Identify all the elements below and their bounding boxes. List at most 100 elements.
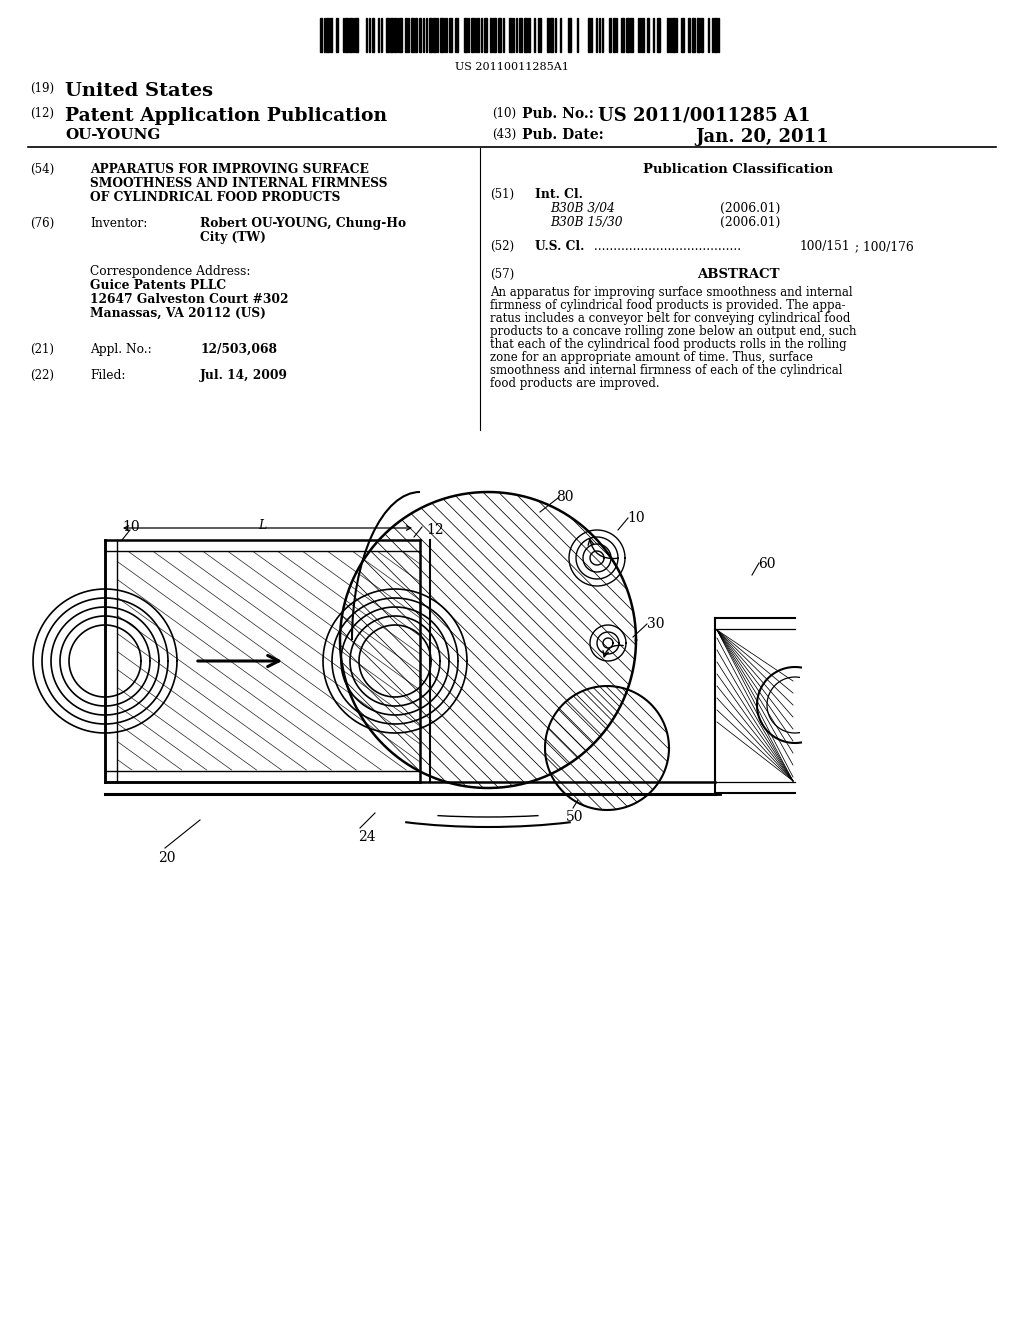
Bar (647, 18, 649, 51)
Text: City (TW): City (TW) (200, 231, 266, 244)
Bar (550, 18, 553, 51)
Bar (524, 18, 527, 51)
Text: that each of the cylindrical food products rolls in the rolling: that each of the cylindrical food produc… (490, 338, 847, 351)
Text: Guice Patents PLLC: Guice Patents PLLC (90, 279, 226, 292)
Bar (621, 18, 624, 51)
Bar (681, 18, 684, 51)
Bar (399, 18, 402, 51)
Text: ......................................: ...................................... (590, 240, 741, 253)
Bar (464, 18, 467, 51)
Text: (10): (10) (492, 107, 516, 120)
Bar (642, 18, 644, 51)
Bar (429, 18, 432, 51)
Text: zone for an appropriate amount of time. Thus, surface: zone for an appropriate amount of time. … (490, 351, 813, 364)
Bar (336, 18, 338, 51)
Bar (519, 18, 522, 51)
Text: Robert OU-YOUNG, Chung-Ho: Robert OU-YOUNG, Chung-Ho (200, 216, 407, 230)
Text: SMOOTHNESS AND INTERNAL FIRMNESS: SMOOTHNESS AND INTERNAL FIRMNESS (90, 177, 387, 190)
Text: Appl. No.:: Appl. No.: (90, 343, 152, 356)
Text: APPARATUS FOR IMPROVING SURFACE: APPARATUS FOR IMPROVING SURFACE (90, 162, 369, 176)
Bar (714, 18, 717, 51)
Text: 24: 24 (358, 830, 376, 843)
Bar (326, 18, 329, 51)
Bar (498, 18, 501, 51)
Text: OF CYLINDRICAL FOOD PRODUCTS: OF CYLINDRICAL FOOD PRODUCTS (90, 191, 340, 205)
Bar (657, 18, 660, 51)
Text: (54): (54) (30, 162, 54, 176)
Bar (509, 18, 512, 51)
Bar (626, 18, 629, 51)
Text: ratus includes a conveyor belt for conveying cylindrical food: ratus includes a conveyor belt for conve… (490, 312, 850, 325)
Text: 12647 Galveston Court #302: 12647 Galveston Court #302 (90, 293, 289, 306)
Bar (419, 18, 421, 51)
Text: products to a concave rolling zone below an output end, such: products to a concave rolling zone below… (490, 325, 856, 338)
Bar (349, 18, 352, 51)
Bar (568, 18, 571, 51)
Text: (76): (76) (30, 216, 54, 230)
Bar (493, 18, 496, 51)
Text: (12): (12) (30, 107, 54, 120)
Text: 12/503,068: 12/503,068 (200, 343, 278, 356)
Bar (411, 18, 414, 51)
Bar (484, 18, 487, 51)
Text: B30B 3/04: B30B 3/04 (550, 202, 614, 215)
Bar (547, 18, 549, 51)
Bar (355, 18, 358, 51)
Text: 12: 12 (426, 523, 443, 537)
Bar (415, 18, 417, 51)
Bar (609, 18, 611, 51)
Text: 60: 60 (758, 557, 775, 572)
Text: 80: 80 (556, 490, 573, 504)
Bar (372, 18, 374, 51)
Bar (477, 18, 479, 51)
Text: Pub. Date:: Pub. Date: (522, 128, 604, 143)
Text: Int. Cl.: Int. Cl. (535, 187, 583, 201)
Text: Publication Classification: Publication Classification (643, 162, 834, 176)
Text: OU-YOUNG: OU-YOUNG (65, 128, 161, 143)
Text: 100/151: 100/151 (800, 240, 851, 253)
Text: L: L (258, 519, 266, 532)
Text: food products are improved.: food products are improved. (490, 378, 659, 389)
Text: United States: United States (65, 82, 213, 100)
Text: (51): (51) (490, 187, 514, 201)
Bar (390, 18, 393, 51)
Text: (43): (43) (492, 128, 516, 141)
Text: Inventor:: Inventor: (90, 216, 147, 230)
Bar (394, 18, 396, 51)
Text: 20: 20 (158, 851, 175, 865)
Bar (449, 18, 452, 51)
Bar (667, 18, 669, 51)
Bar (440, 18, 443, 51)
Text: (2006.01): (2006.01) (720, 202, 780, 215)
Bar (330, 18, 332, 51)
Text: 30: 30 (647, 616, 665, 631)
Bar (630, 18, 633, 51)
Bar (697, 18, 700, 51)
Text: Correspondence Address:: Correspondence Address: (90, 265, 251, 279)
Text: (52): (52) (490, 240, 514, 253)
Bar (406, 18, 407, 51)
Bar (455, 18, 458, 51)
Text: An apparatus for improving surface smoothness and internal: An apparatus for improving surface smoot… (490, 286, 853, 300)
Text: 50: 50 (566, 810, 584, 824)
Bar (672, 18, 675, 51)
Bar (319, 18, 322, 51)
Text: 10: 10 (122, 520, 139, 535)
Text: U.S. Cl.: U.S. Cl. (535, 240, 585, 253)
Text: smoothness and internal firmness of each of the cylindrical: smoothness and internal firmness of each… (490, 364, 843, 378)
Text: (57): (57) (490, 268, 514, 281)
Text: Jul. 14, 2009: Jul. 14, 2009 (200, 370, 288, 381)
Text: ABSTRACT: ABSTRACT (696, 268, 779, 281)
Text: US 20110011285A1: US 20110011285A1 (455, 62, 569, 73)
Text: Pub. No.:: Pub. No.: (522, 107, 594, 121)
Bar (345, 18, 348, 51)
Text: (21): (21) (30, 343, 54, 356)
Text: (22): (22) (30, 370, 54, 381)
Text: Patent Application Publication: Patent Application Publication (65, 107, 387, 125)
Text: ; 100/176: ; 100/176 (855, 240, 913, 253)
Text: 10: 10 (627, 511, 645, 525)
Text: (2006.01): (2006.01) (720, 216, 780, 228)
Bar (588, 18, 590, 51)
Text: US 2011/0011285 A1: US 2011/0011285 A1 (598, 107, 810, 125)
Text: B30B 15/30: B30B 15/30 (550, 216, 623, 228)
